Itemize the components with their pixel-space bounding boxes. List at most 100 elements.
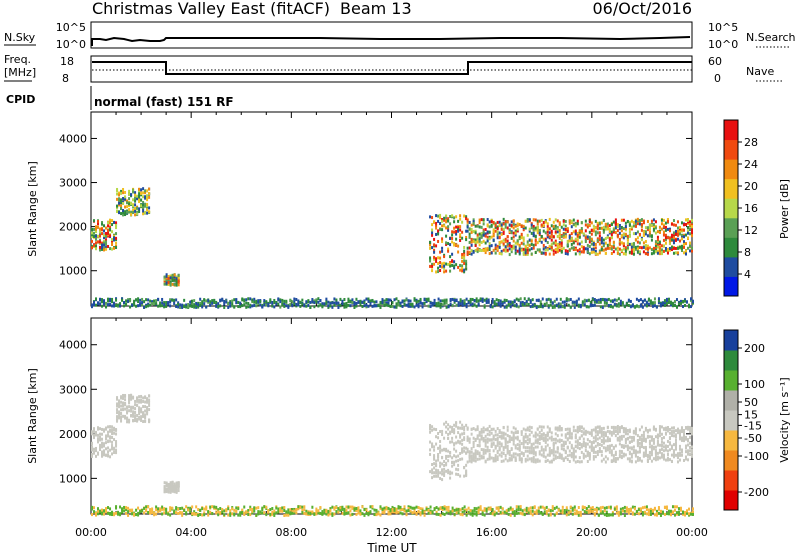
heatmap-cell: [136, 413, 139, 417]
heatmap-cell: [690, 228, 693, 232]
heatmap-cell: [492, 238, 495, 242]
heatmap-cell: [558, 229, 561, 233]
heatmap-cell: [93, 231, 96, 235]
heatmap-cell: [139, 303, 142, 307]
heatmap-cell: [578, 252, 581, 256]
heatmap-cell: [109, 247, 112, 251]
heatmap-cell: [463, 449, 466, 453]
heatmap-cell: [476, 425, 479, 429]
heatmap-cell: [103, 300, 106, 304]
heatmap-cell: [563, 303, 566, 307]
heatmap-cell: [513, 299, 516, 303]
heatmap-cell: [169, 304, 172, 308]
heatmap-cell: [674, 246, 677, 250]
heatmap-cell: [431, 468, 434, 472]
heatmap-cell: [116, 408, 119, 412]
heatmap-cell: [528, 238, 531, 242]
heatmap-cell: [572, 425, 575, 429]
heatmap-cell: [510, 454, 513, 458]
heatmap-cell: [614, 426, 617, 430]
heatmap-cell: [397, 510, 400, 514]
heatmap-cell: [163, 303, 166, 307]
heatmap-cell: [445, 449, 448, 453]
heatmap-cell: [684, 457, 687, 461]
heatmap-cell: [692, 300, 694, 304]
heatmap-cell: [489, 303, 492, 307]
heatmap-cell: [151, 507, 154, 511]
heatmap-cell: [660, 447, 663, 451]
heatmap-cell: [567, 303, 570, 307]
heatmap-cell: [217, 302, 220, 306]
heatmap-cell: [588, 457, 591, 461]
heatmap-cell: [99, 234, 102, 238]
heatmap-cell: [273, 305, 276, 309]
heatmap-cell: [437, 261, 440, 265]
heatmap-cell: [538, 437, 541, 441]
heatmap-cell: [578, 425, 581, 429]
heatmap-cell: [688, 425, 691, 429]
heatmap-cell: [201, 305, 204, 309]
heatmap-cell: [419, 301, 422, 305]
heatmap-cell: [573, 300, 576, 304]
heatmap-cell: [590, 228, 593, 232]
heatmap-cell: [613, 302, 616, 306]
heatmap-cell: [526, 426, 529, 430]
heatmap-cell: [544, 231, 547, 235]
heatmap-cell: [496, 455, 499, 459]
heatmap-cell: [453, 260, 456, 264]
heatmap-cell: [652, 440, 655, 444]
heatmap-cell: [586, 250, 589, 254]
heatmap-cell: [491, 305, 494, 309]
heatmap-cell: [429, 246, 432, 250]
heatmap-cell: [608, 430, 611, 434]
heatmap-cell: [355, 297, 358, 301]
heatmap-cell: [375, 300, 378, 304]
heatmap-cell: [403, 507, 406, 511]
heatmap-cell: [287, 304, 290, 308]
heatmap-cell: [668, 236, 671, 240]
heatmap-cell: [263, 511, 266, 515]
heatmap-cell: [485, 299, 488, 303]
heatmap-cell: [612, 240, 615, 244]
heatmap-cell: [405, 509, 408, 513]
heatmap-cell: [142, 200, 145, 204]
heatmap-cell: [253, 297, 256, 301]
heatmap-cell: [201, 507, 204, 511]
heatmap-cell: [644, 451, 647, 455]
heatmap-cell: [118, 191, 121, 195]
heatmap-cell: [433, 507, 436, 511]
heatmap-cell: [542, 425, 545, 429]
heatmap-cell: [626, 457, 629, 461]
heatmap-cell: [545, 298, 548, 302]
heatmap-cell: [476, 224, 479, 228]
heatmap-cell: [532, 243, 535, 247]
heatmap-cell: [148, 418, 151, 422]
heatmap-cell: [684, 249, 687, 253]
heatmap-cell: [476, 235, 479, 239]
heatmap-cell: [603, 304, 606, 308]
heatmap-cell: [140, 398, 143, 402]
heatmap-cell: [542, 436, 545, 440]
heatmap-cell: [421, 511, 424, 515]
heatmap-cell: [343, 298, 346, 302]
heatmap-cell: [469, 303, 472, 307]
heatmap-cell: [369, 505, 372, 509]
heatmap-cell: [433, 474, 436, 478]
heatmap-cell: [578, 229, 581, 233]
heatmap-cell: [672, 251, 675, 255]
heatmap-cell: [295, 511, 298, 515]
heatmap-cell: [451, 240, 454, 244]
heatmap-cell: [148, 403, 151, 407]
heatmap-cell: [427, 511, 430, 515]
heatmap-cell: [634, 432, 637, 436]
heatmap-cell: [631, 303, 634, 307]
heatmap-cell: [610, 235, 613, 239]
heatmap-cell: [231, 304, 234, 308]
heatmap-cell: [449, 269, 452, 273]
heatmap-cell: [518, 458, 521, 462]
heatmap-cell: [293, 507, 296, 511]
heatmap-cell: [167, 282, 170, 286]
heatmap-cell: [299, 300, 302, 304]
heatmap-cell: [517, 298, 520, 302]
heatmap-cell: [658, 249, 661, 253]
